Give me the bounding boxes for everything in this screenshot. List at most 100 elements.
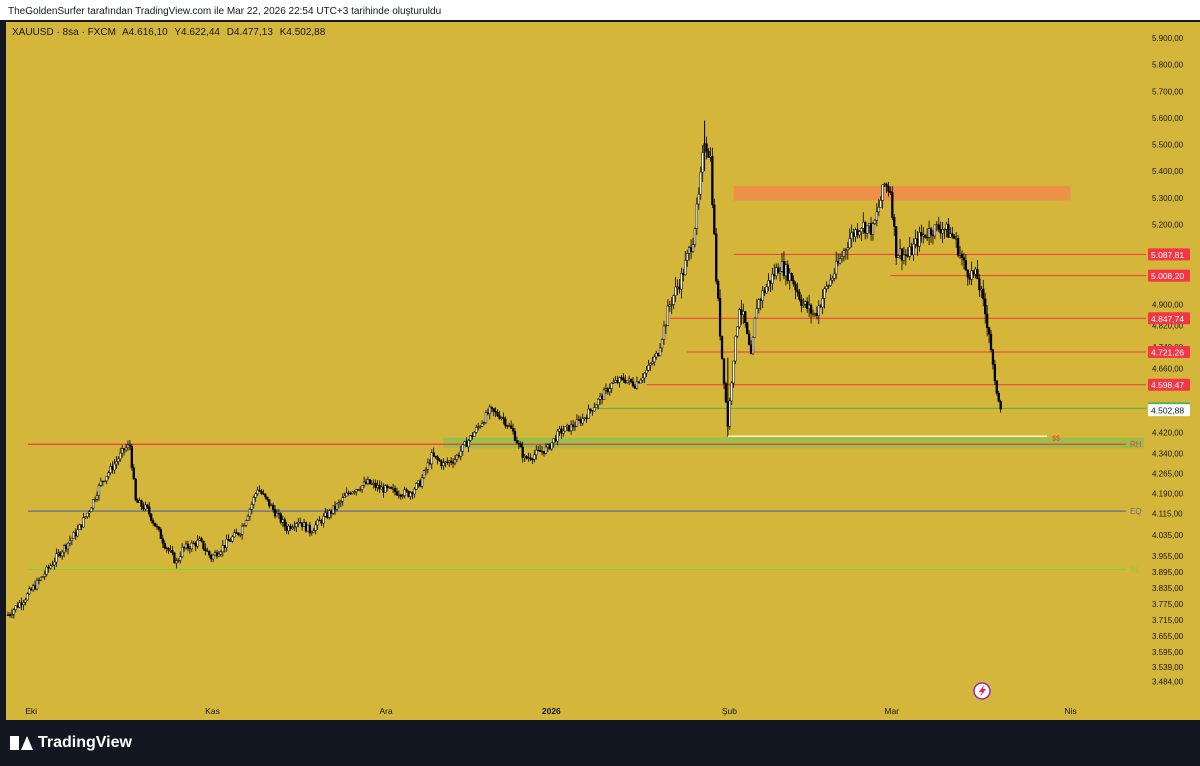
candle-body xyxy=(142,506,145,510)
candle-body xyxy=(840,256,844,259)
candle-body xyxy=(786,264,789,281)
candle-body xyxy=(105,476,108,482)
candle-body xyxy=(999,400,1002,410)
candle-body xyxy=(302,522,306,527)
candle-body xyxy=(270,504,273,507)
candle-body xyxy=(639,379,642,384)
candle-body xyxy=(345,492,348,497)
candle-body xyxy=(109,466,112,473)
candle-body xyxy=(947,223,950,238)
candle-body xyxy=(554,438,557,442)
candle-body xyxy=(322,516,325,524)
candle-body xyxy=(637,381,640,384)
candle-body xyxy=(655,353,658,358)
candle-body xyxy=(782,261,786,277)
candle-body xyxy=(691,244,695,252)
candle-body xyxy=(929,228,933,236)
candle-body xyxy=(852,232,855,237)
candle-body xyxy=(190,542,193,550)
candle-body xyxy=(848,238,851,249)
candle-body xyxy=(136,499,139,503)
candle-body xyxy=(57,552,60,554)
price-tick-label: 4.820,00 xyxy=(1152,322,1184,331)
price-tag[interactable]: 4.847,74 xyxy=(1151,314,1184,324)
price-chart[interactable]: RH EQ RL 5.900,00 5.800,00 5.700,00 5.600,00 5… xyxy=(0,20,1200,720)
candle-body xyxy=(215,552,219,557)
candle-body xyxy=(219,551,223,555)
candle-body xyxy=(479,426,482,428)
candle-body xyxy=(161,538,164,544)
candle-body xyxy=(163,543,166,549)
candle-body xyxy=(960,253,964,258)
candle-body xyxy=(368,479,372,485)
candle-body xyxy=(914,238,917,245)
candle-body xyxy=(819,305,822,308)
candle-body xyxy=(982,288,985,300)
candle-body xyxy=(531,458,534,461)
candle-body xyxy=(757,299,760,309)
price-tick-label: 4.420,00 xyxy=(1152,428,1184,437)
candle-body xyxy=(804,301,807,305)
candle-body xyxy=(130,445,133,469)
candle-body xyxy=(740,309,743,315)
candle-body xyxy=(968,276,971,280)
candle-body xyxy=(289,525,292,530)
candle-body xyxy=(506,425,509,427)
candle-body xyxy=(415,483,418,490)
candle-body xyxy=(39,577,43,581)
candle-body xyxy=(984,298,987,315)
candle-body xyxy=(347,492,350,495)
candle-body xyxy=(153,522,157,527)
supply-zone[interactable] xyxy=(733,185,1071,201)
candle-body xyxy=(442,462,445,467)
candle-body xyxy=(341,497,344,502)
symbol-name[interactable]: XAUUSD · 8sa · FXCM xyxy=(12,27,116,38)
candle-body xyxy=(372,482,375,485)
price-tick-label: 3.775,00 xyxy=(1152,600,1184,609)
price-tick-label: 5.300,00 xyxy=(1152,194,1184,203)
candle-body xyxy=(976,268,979,280)
candle-body xyxy=(210,554,213,560)
candle-body xyxy=(569,424,573,432)
candle-body xyxy=(182,546,186,549)
candle-body xyxy=(556,430,559,442)
candle-body xyxy=(49,565,52,569)
candle-body xyxy=(165,547,168,549)
candle-body xyxy=(331,505,335,514)
demand-zone[interactable] xyxy=(443,437,1144,449)
candle-body xyxy=(523,456,526,458)
candle-body xyxy=(504,418,507,426)
candle-body xyxy=(693,228,697,245)
candle-body xyxy=(939,229,942,234)
candle-body xyxy=(227,539,230,542)
price-tick-label: 3.595,00 xyxy=(1152,648,1184,657)
candle-body xyxy=(711,156,714,206)
candle-body xyxy=(424,469,428,471)
price-tag[interactable]: 5.008,20 xyxy=(1151,271,1184,281)
candle-body xyxy=(366,479,370,485)
candle-body xyxy=(151,520,155,524)
candle-body xyxy=(436,456,439,460)
candle-body xyxy=(157,526,161,530)
price-tag[interactable]: 4.502,88 xyxy=(1151,406,1184,416)
candle-body xyxy=(566,424,569,428)
price-tag[interactable]: 4.721,26 xyxy=(1151,348,1184,358)
candle-body xyxy=(386,485,389,488)
candle-body xyxy=(908,246,911,257)
candle-body xyxy=(776,267,780,274)
candle-body xyxy=(751,336,755,355)
candle-body xyxy=(449,460,453,463)
price-tag[interactable]: 5.087,81 xyxy=(1151,250,1184,260)
candle-body xyxy=(335,503,339,510)
candle-body xyxy=(486,412,490,415)
candle-body xyxy=(90,507,93,512)
candle-body xyxy=(817,305,820,316)
candle-body xyxy=(140,500,143,507)
candle-body xyxy=(455,455,459,460)
price-tag[interactable]: 4.598,47 xyxy=(1151,380,1184,390)
candle-body xyxy=(562,430,565,434)
tradingview-logo[interactable]: TradingView xyxy=(10,734,132,752)
candle-body xyxy=(600,395,604,400)
candle-body xyxy=(958,253,962,256)
candle-body xyxy=(856,229,859,236)
